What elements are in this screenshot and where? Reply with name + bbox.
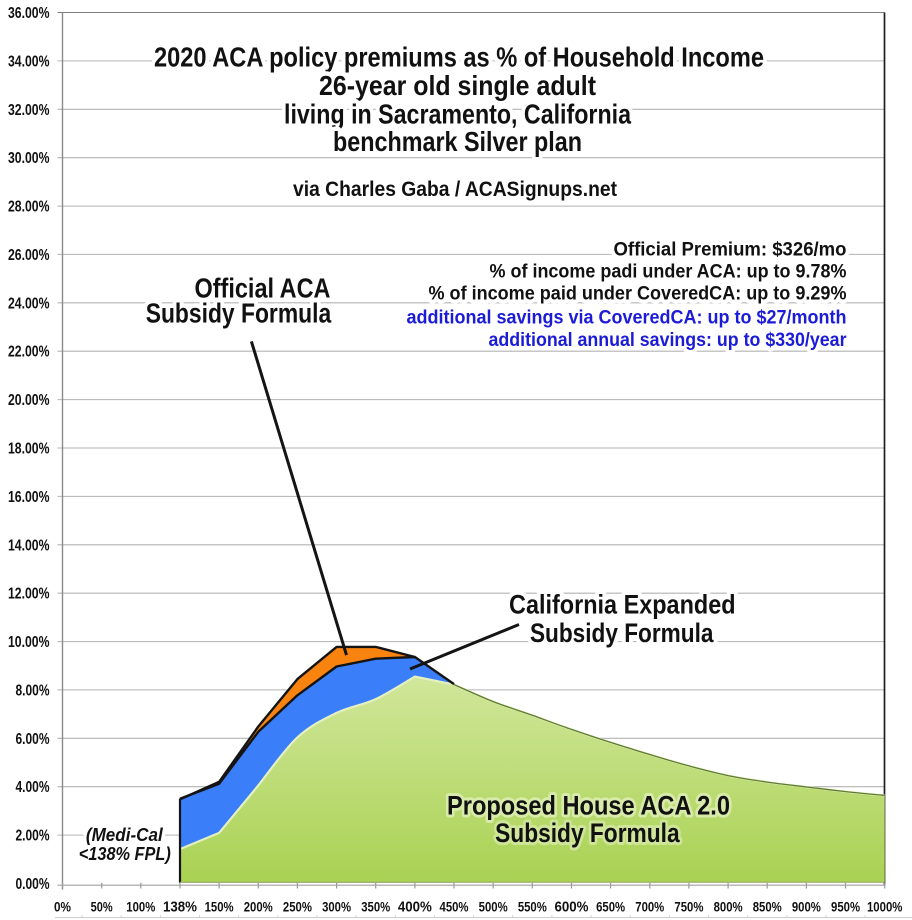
svg-text:10.00%: 10.00% bbox=[8, 634, 50, 651]
svg-text:850%: 850% bbox=[753, 900, 782, 915]
svg-text:living in Sacramento, Californ: living in Sacramento, California bbox=[284, 98, 631, 129]
svg-text:34.00%: 34.00% bbox=[8, 53, 50, 70]
svg-text:500%: 500% bbox=[479, 900, 508, 915]
svg-text:26.00%: 26.00% bbox=[8, 247, 50, 264]
svg-text:% of income padi under ACA: up: % of income padi under ACA: up to 9.78% bbox=[490, 261, 847, 282]
svg-text:18.00%: 18.00% bbox=[8, 441, 50, 458]
svg-text:300%: 300% bbox=[322, 900, 351, 915]
svg-text:32.00%: 32.00% bbox=[8, 102, 50, 119]
svg-text:Official ACA: Official ACA bbox=[195, 273, 331, 304]
svg-text:350%: 350% bbox=[361, 900, 390, 915]
svg-text:22.00%: 22.00% bbox=[8, 344, 50, 361]
svg-text:California Expanded: California Expanded bbox=[509, 590, 736, 620]
svg-text:250%: 250% bbox=[283, 900, 312, 915]
svg-text:20.00%: 20.00% bbox=[8, 392, 50, 409]
svg-text:Official Premium: $326/mo: Official Premium: $326/mo bbox=[614, 239, 847, 260]
svg-text:(Medi-Cal: (Medi-Cal bbox=[86, 825, 164, 845]
svg-text:additional annual savings: up: additional annual savings: up to $330/ye… bbox=[489, 330, 848, 351]
svg-text:650%: 650% bbox=[596, 900, 625, 915]
svg-text:Subsidy Formula: Subsidy Formula bbox=[146, 298, 332, 329]
svg-text:14.00%: 14.00% bbox=[8, 537, 50, 554]
svg-text:additional savings via Covered: additional savings via CoveredCA: up to … bbox=[407, 308, 847, 329]
svg-text:0.00%: 0.00% bbox=[16, 876, 50, 893]
svg-text:12.00%: 12.00% bbox=[8, 586, 50, 603]
svg-text:<138% FPL): <138% FPL) bbox=[79, 844, 171, 864]
svg-text:1000%: 1000% bbox=[867, 900, 903, 915]
svg-text:24.00%: 24.00% bbox=[8, 295, 50, 312]
svg-text:8.00%: 8.00% bbox=[16, 682, 50, 699]
svg-text:0%: 0% bbox=[54, 900, 71, 915]
svg-text:200%: 200% bbox=[244, 900, 273, 915]
svg-text:950%: 950% bbox=[831, 900, 860, 915]
svg-text:750%: 750% bbox=[674, 900, 703, 915]
svg-text:Subsidy Formula: Subsidy Formula bbox=[530, 618, 714, 648]
svg-text:6.00%: 6.00% bbox=[16, 731, 50, 748]
svg-text:100%: 100% bbox=[126, 900, 155, 915]
svg-text:700%: 700% bbox=[635, 900, 664, 915]
svg-text:150%: 150% bbox=[205, 900, 234, 915]
svg-text:via Charles Gaba / ACASignups.: via Charles Gaba / ACASignups.net bbox=[293, 178, 617, 201]
svg-text:% of income paid under Covered: % of income paid under CoveredCA: up to … bbox=[429, 284, 847, 305]
svg-text:400%: 400% bbox=[398, 899, 432, 916]
svg-text:2020 ACA policy premiums as %: 2020 ACA policy premiums as % of Househo… bbox=[154, 42, 764, 73]
svg-text:36.00%: 36.00% bbox=[8, 5, 50, 22]
svg-text:Subsidy Formula: Subsidy Formula bbox=[495, 818, 680, 848]
svg-text:30.00%: 30.00% bbox=[8, 150, 50, 167]
svg-text:16.00%: 16.00% bbox=[8, 489, 50, 506]
svg-text:4.00%: 4.00% bbox=[16, 779, 50, 796]
svg-text:900%: 900% bbox=[792, 900, 821, 915]
svg-text:28.00%: 28.00% bbox=[8, 199, 50, 216]
svg-text:450%: 450% bbox=[440, 900, 469, 915]
svg-text:Proposed House ACA 2.0: Proposed House ACA 2.0 bbox=[447, 790, 730, 820]
svg-text:600%: 600% bbox=[554, 899, 588, 916]
svg-text:50%: 50% bbox=[91, 900, 113, 915]
svg-text:550%: 550% bbox=[518, 900, 547, 915]
svg-text:2.00%: 2.00% bbox=[16, 828, 50, 845]
svg-text:138%: 138% bbox=[163, 899, 197, 916]
svg-text:800%: 800% bbox=[714, 900, 743, 915]
svg-text:26-year old single adult: 26-year old single adult bbox=[319, 70, 596, 101]
svg-text:benchmark Silver plan: benchmark Silver plan bbox=[333, 126, 582, 157]
